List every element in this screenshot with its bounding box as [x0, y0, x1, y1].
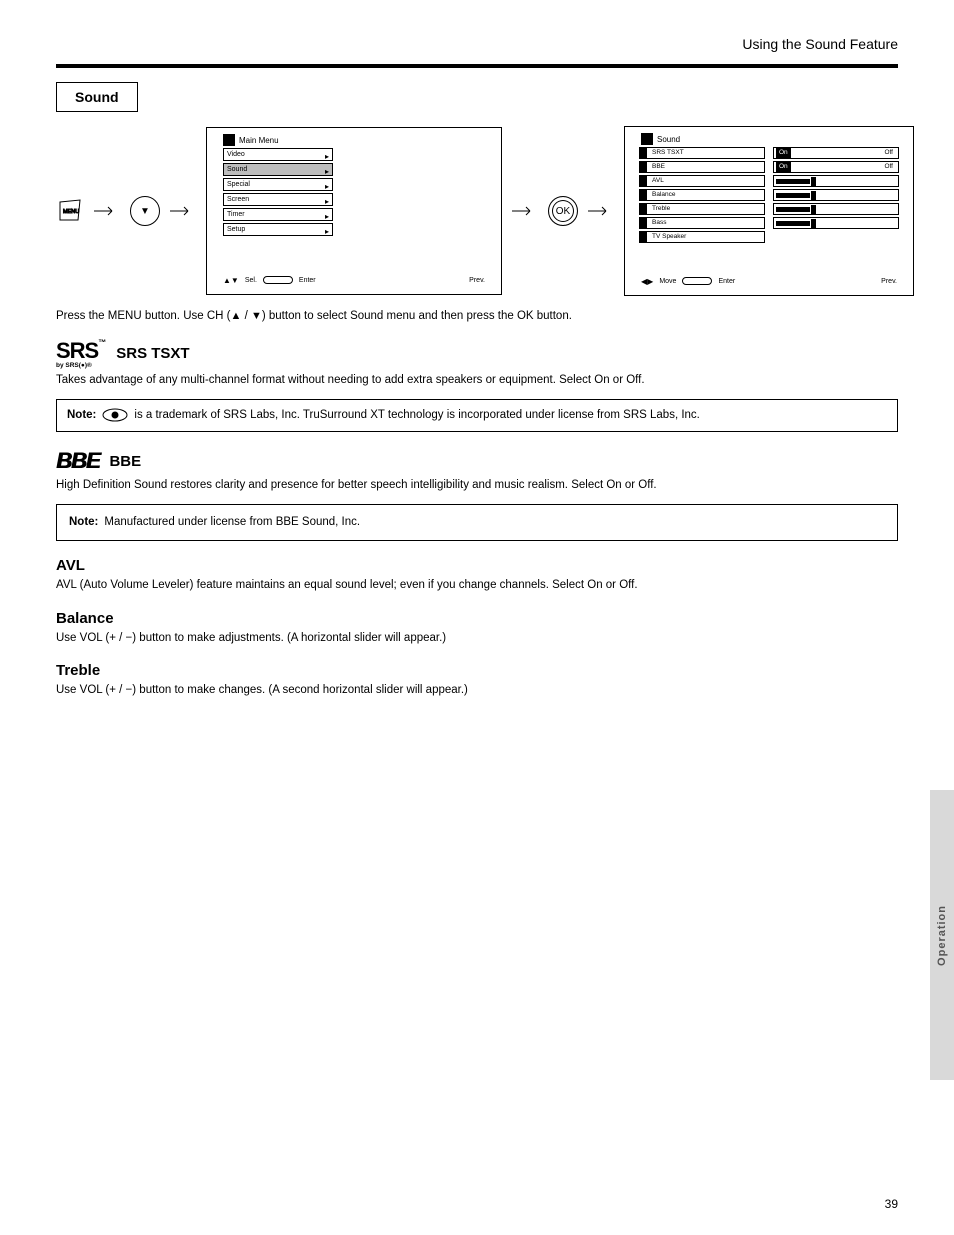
rule-top [56, 64, 898, 68]
down-button[interactable]: ▼ [130, 196, 160, 226]
srs-note-box: Note: is a trademark of SRS Labs, Inc. T… [56, 399, 898, 433]
menu-item-timer[interactable]: Timer▸ [223, 208, 333, 221]
srs-note-text: is a trademark of SRS Labs, Inc. TruSurr… [134, 408, 699, 424]
bbe-logo: BBE [56, 448, 99, 474]
menu-item-screen[interactable]: Screen▸ [223, 193, 333, 206]
avl-paragraph: AVL (Auto Volume Leveler) feature mainta… [56, 578, 898, 594]
val-srs[interactable]: OnOff [773, 147, 899, 159]
row-avl[interactable]: AVL [639, 175, 765, 187]
note-label: Note: [67, 408, 96, 424]
menu-item-special[interactable]: Special▸ [223, 178, 333, 191]
section-srs-head: SRS™ by SRS(●)® SRS TSXT [56, 338, 898, 369]
val-bbe[interactable]: OnOff [773, 161, 899, 173]
val-treble[interactable] [773, 203, 899, 215]
srs-paragraph: Takes advantage of any multi-channel for… [56, 373, 898, 389]
row-srs[interactable]: SRS TSXT [639, 147, 765, 159]
row-balance[interactable]: Balance [639, 189, 765, 201]
bbe-note-text: Manufactured under license from BBE Soun… [104, 515, 360, 531]
section-avl-head: AVL [56, 557, 898, 574]
sound-menu-footer: ◀▶Move Enter Prev. [641, 275, 897, 287]
srs-eye-icon [102, 408, 128, 422]
val-avl[interactable] [773, 175, 899, 187]
menu-item-video[interactable]: Video▸ [223, 148, 333, 161]
val-tvspk [773, 231, 899, 243]
balance-title: Balance [56, 610, 114, 627]
menu-remote-icon: MENU [56, 198, 84, 224]
page-number: 39 [885, 1197, 898, 1211]
val-bass[interactable] [773, 217, 899, 229]
balance-paragraph: Use VOL (+ / −) button to make adjustmen… [56, 631, 898, 647]
arrow-icon [512, 206, 538, 216]
section-title-box: Sound [56, 82, 138, 112]
section-balance-head: Balance [56, 610, 898, 627]
ok-label: OK [556, 206, 570, 217]
treble-paragraph: Use VOL (+ / −) button to make changes. … [56, 683, 898, 699]
avl-title: AVL [56, 557, 85, 574]
page-header: Using the Sound Feature [56, 36, 898, 52]
nav-flow-row: MENU ▼ Main Menu Video▸ Sound▸ Special▸ … [56, 126, 898, 296]
row-bbe[interactable]: BBE [639, 161, 765, 173]
main-menu-footer: ▲▼Sel. Enter Prev. [223, 274, 485, 286]
arrow-icon [170, 206, 196, 216]
treble-title: Treble [56, 662, 100, 679]
note-label: Note: [69, 515, 98, 531]
down-arrow-glyph: ▼ [140, 206, 150, 217]
side-tab-label: Operation [936, 905, 948, 966]
sound-menu-panel: Sound SRS TSXT BBE AVL Balance Treble Ba… [624, 126, 914, 296]
arrow-icon [588, 206, 614, 216]
menu-item-sound[interactable]: Sound▸ [223, 163, 333, 176]
srs-title: SRS TSXT [116, 345, 189, 362]
ok-button[interactable]: OK [548, 196, 578, 226]
menu-key-label: MENU [63, 209, 79, 215]
bbe-note-box: Note: Manufactured under license from BB… [56, 504, 898, 542]
bbe-paragraph: High Definition Sound restores clarity a… [56, 478, 898, 494]
row-tvspk[interactable]: TV Speaker [639, 231, 765, 243]
side-tab: Operation [930, 790, 954, 1080]
main-menu-panel: Main Menu Video▸ Sound▸ Special▸ Screen▸… [206, 127, 502, 295]
val-balance[interactable] [773, 189, 899, 201]
section-treble-head: Treble [56, 662, 898, 679]
srs-logo: SRS™ by SRS(●)® [56, 338, 106, 369]
main-menu-titlebar: Main Menu [223, 134, 279, 146]
main-menu-items: Video▸ Sound▸ Special▸ Screen▸ Timer▸ Se… [223, 148, 333, 238]
sound-menu-titlebar: Sound [641, 133, 680, 145]
bbe-title: BBE [109, 453, 141, 470]
arrow-icon [94, 206, 120, 216]
sound-menu-values: OnOff OnOff [773, 147, 899, 245]
lead-paragraph: Press the MENU button. Use CH (▲ / ▼) bu… [56, 310, 898, 322]
sound-menu-labels: SRS TSXT BBE AVL Balance Treble Bass TV … [639, 147, 765, 245]
row-treble[interactable]: Treble [639, 203, 765, 215]
section-bbe-head: BBE BBE [56, 448, 898, 474]
menu-item-setup[interactable]: Setup▸ [223, 223, 333, 236]
row-bass[interactable]: Bass [639, 217, 765, 229]
